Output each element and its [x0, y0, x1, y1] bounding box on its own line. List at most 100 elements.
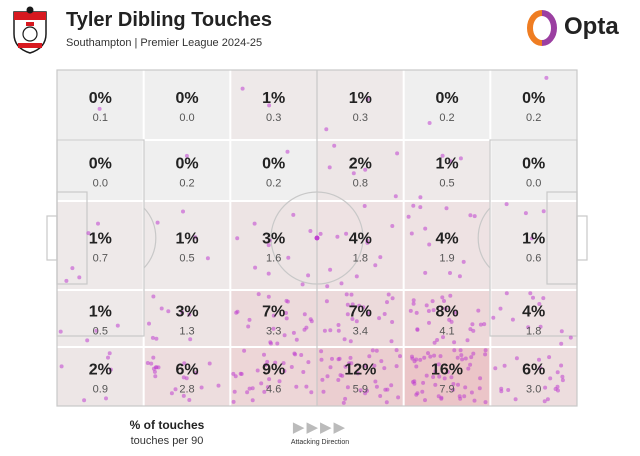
direction-arrows: ▶▶▶▶ — [280, 420, 360, 436]
cell-per90-label: 0.2 — [526, 112, 541, 124]
touch-dot — [420, 389, 425, 394]
touch-dot — [97, 106, 102, 111]
touch-dot — [430, 299, 435, 304]
cell-per90-label: 0.7 — [93, 253, 108, 265]
heat-cell — [143, 201, 231, 290]
touch-dot — [327, 165, 332, 170]
touch-dot — [411, 298, 416, 303]
touch-dot — [415, 327, 420, 332]
touch-dot — [471, 351, 476, 356]
touch-dot — [374, 384, 379, 389]
cell-per90-label: 3.0 — [526, 384, 541, 396]
touch-dot — [343, 396, 348, 401]
cell-per90-label: 0.5 — [93, 326, 108, 338]
heat-cell-bg — [230, 70, 317, 140]
cell-percent-label: 4% — [349, 231, 372, 248]
cell-percent-label: 0% — [89, 90, 112, 107]
touch-dot — [336, 323, 341, 327]
cell-percent-label: 7% — [262, 304, 285, 321]
touch-dot — [449, 375, 454, 380]
touch-dot — [194, 370, 199, 375]
touch-dot — [423, 226, 428, 231]
touch-dot — [389, 383, 394, 388]
cell-percent-label: 1% — [435, 156, 458, 173]
touch-dot — [187, 312, 192, 317]
cell-percent-label: 6% — [522, 362, 545, 379]
touch-dot — [153, 374, 158, 379]
cell-per90-label: 0.1 — [93, 112, 108, 124]
cell-percent-label: 8% — [435, 304, 458, 321]
touch-dot — [285, 299, 290, 304]
touch-dot — [328, 267, 333, 272]
cell-per90-label: 0.6 — [526, 253, 541, 265]
touch-dot — [256, 292, 261, 297]
cell-percent-label: 2% — [349, 156, 372, 173]
touch-dot — [456, 382, 460, 387]
touch-dot — [284, 311, 288, 315]
touch-dot — [319, 349, 324, 354]
touch-dot — [345, 385, 350, 390]
right-penalty-arc — [477, 207, 491, 269]
touch-dot — [319, 357, 324, 362]
touch-dot — [94, 328, 99, 333]
touch-dot — [266, 243, 271, 248]
cell-per90-label: 4.6 — [266, 384, 281, 396]
heat-cell — [57, 201, 144, 290]
touch-dot — [350, 302, 355, 307]
touch-dot — [469, 355, 474, 360]
touch-dot — [82, 398, 87, 403]
touch-dot — [389, 339, 394, 344]
touch-dot — [357, 303, 362, 308]
touch-dot — [418, 205, 423, 210]
touch-dot — [427, 320, 431, 325]
touch-dot — [232, 389, 237, 394]
touch-dot — [300, 282, 305, 287]
touch-dot — [463, 385, 468, 390]
touch-dot — [410, 354, 414, 359]
touch-dot — [414, 357, 419, 362]
touch-dot — [396, 395, 401, 400]
attacking-direction: ▶▶▶▶ Attacking Direction — [280, 420, 360, 447]
touch-dot — [339, 281, 344, 286]
touch-dot — [435, 338, 440, 342]
touch-dot — [321, 389, 326, 394]
touch-dot — [393, 194, 398, 199]
touch-dot — [427, 121, 432, 125]
touch-dot — [252, 221, 257, 226]
touch-dot — [544, 75, 549, 80]
touch-dot — [350, 317, 355, 321]
touch-dot — [291, 212, 296, 217]
touch-dot — [294, 337, 299, 342]
cell-percent-label: 4% — [522, 304, 545, 321]
touch-dot — [336, 378, 341, 382]
touch-dot — [414, 364, 419, 369]
touch-dot — [347, 361, 352, 366]
touch-dot — [455, 355, 460, 360]
cell-percent-label: 0% — [435, 90, 458, 107]
touch-dot — [59, 364, 64, 369]
touch-dot — [187, 398, 192, 402]
touch-dot — [538, 324, 543, 329]
touch-dot — [493, 366, 498, 371]
legend-sub-label: touches per 90 — [130, 435, 204, 447]
touch-dot — [476, 308, 481, 313]
touch-dot — [318, 231, 323, 236]
cell-percent-label: 6% — [175, 362, 198, 379]
touch-dot — [560, 378, 565, 383]
pitch-heatmap: 0% 0.1 0% 0.0 1% 0.3 1% 0.3 0% 0.2 0% 0.2 0% 0.0 0% 0.2… — [46, 69, 588, 407]
heat-cell-bg — [143, 290, 231, 347]
heat-cell-bg — [317, 140, 404, 201]
touch-dot — [341, 400, 346, 405]
touch-dot — [365, 240, 370, 245]
cell-percent-label: 0% — [89, 156, 112, 173]
touch-dot — [418, 357, 423, 362]
touch-dot — [377, 316, 382, 321]
touch-dot — [265, 385, 270, 390]
touch-dot — [451, 387, 456, 392]
cell-percent-label: 16% — [431, 362, 463, 379]
touch-dot — [440, 153, 445, 158]
touch-dot — [181, 375, 186, 380]
touch-dot — [205, 256, 210, 261]
touch-dot — [328, 365, 333, 370]
cell-percent-label: 2% — [89, 362, 112, 379]
